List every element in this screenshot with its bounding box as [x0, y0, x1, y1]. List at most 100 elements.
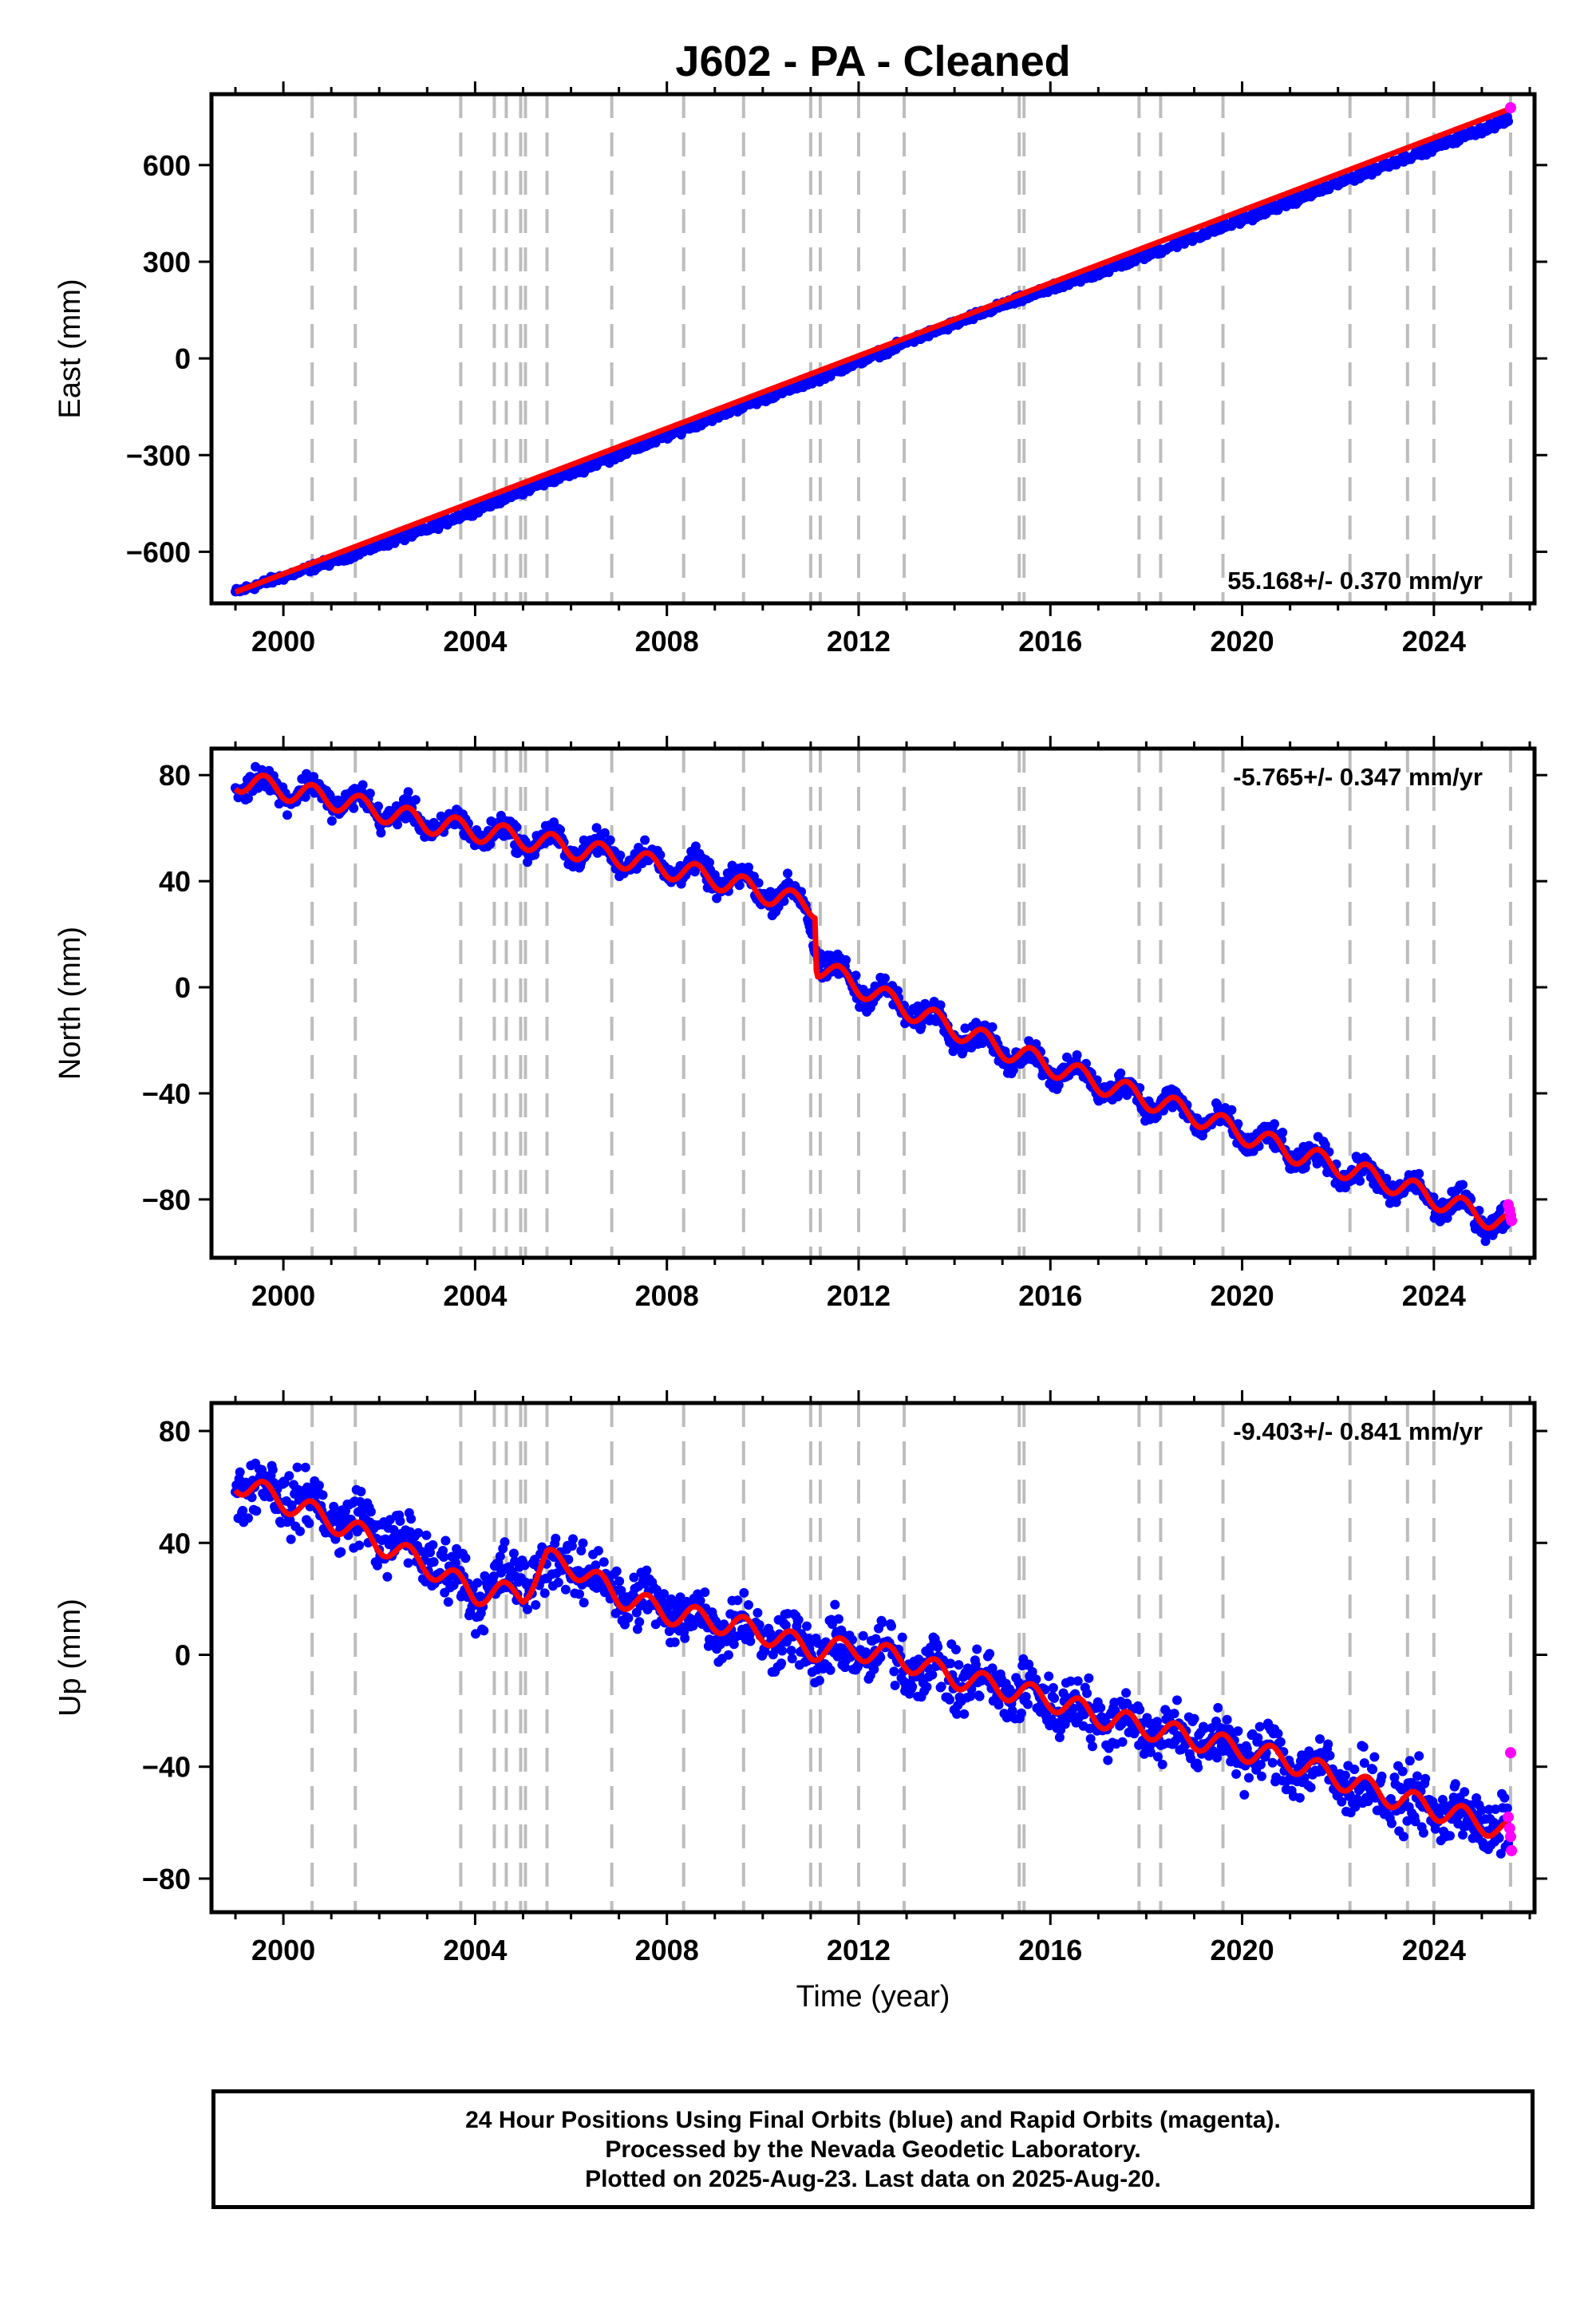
final-orbit-point — [318, 1490, 328, 1500]
final-orbit-point — [753, 878, 764, 888]
final-orbit-point — [567, 1541, 577, 1551]
x-tick-label: 2000 — [251, 1279, 315, 1312]
y-tick-label: 300 — [143, 246, 191, 279]
final-orbit-point — [488, 1571, 499, 1582]
final-orbit-point — [783, 868, 792, 879]
final-orbit-point — [739, 1587, 749, 1598]
x-tick-label: 2008 — [635, 1279, 699, 1312]
final-orbit-point — [877, 1618, 887, 1628]
final-orbit-point — [439, 1552, 449, 1562]
final-orbit-point — [1082, 1688, 1092, 1698]
final-orbit-point — [1315, 1734, 1325, 1744]
final-orbit-point — [519, 1560, 530, 1571]
final-orbit-point — [1404, 1756, 1415, 1766]
panel-north: 2000 2004 2008 2012 2016 2020 2024 −80 −40 0 40 80 N… — [53, 736, 1547, 1312]
y-axis-label-up: Up (mm) — [53, 1599, 87, 1717]
final-orbit-point — [655, 850, 666, 860]
final-orbit-point — [1103, 1755, 1113, 1765]
final-orbit-point — [1437, 1795, 1448, 1804]
final-orbit-point — [927, 1670, 938, 1680]
panel-data-area — [231, 101, 1516, 597]
final-orbit-point — [1294, 1792, 1305, 1803]
final-orbit-point — [814, 1675, 824, 1686]
final-orbit-point — [282, 810, 292, 820]
final-orbit-point — [1480, 1236, 1491, 1247]
final-orbit-point — [670, 1637, 680, 1647]
final-orbit-point — [1340, 1770, 1350, 1780]
final-orbit-point — [705, 857, 714, 868]
final-orbit-point — [329, 1501, 339, 1512]
final-orbit-point — [659, 1589, 669, 1599]
model-fit-line — [233, 1478, 1512, 1840]
final-orbit-point — [985, 1649, 995, 1659]
final-orbit-point — [987, 1022, 998, 1032]
final-orbit-point — [406, 1514, 417, 1524]
final-orbit-point — [734, 880, 745, 891]
y-tick-label: 0 — [175, 971, 191, 1004]
final-orbit-point — [712, 893, 722, 903]
final-orbit-point — [1207, 1723, 1217, 1733]
x-tick-label: 2016 — [1018, 625, 1082, 658]
y-tick-label: 0 — [175, 342, 191, 375]
final-orbit-point — [304, 1518, 314, 1528]
final-orbit-point — [1312, 1159, 1322, 1169]
final-orbit-point — [450, 1558, 460, 1568]
final-orbit-point — [1073, 1676, 1083, 1686]
final-orbit-point — [591, 823, 602, 833]
y-tick-label: 80 — [159, 1415, 191, 1448]
final-orbit-point — [1072, 1050, 1082, 1060]
final-orbit-point — [733, 1595, 743, 1606]
final-orbit-point — [1325, 1750, 1335, 1761]
equipment-change-lines — [310, 94, 1512, 603]
velocity-rate-label-up: -9.403+/- 0.841 mm/yr — [1233, 1417, 1483, 1445]
final-orbit-point — [1418, 1828, 1428, 1838]
final-orbit-point — [243, 793, 253, 804]
final-orbit-point — [1096, 1702, 1106, 1713]
final-orbit-point — [1387, 1818, 1396, 1828]
final-orbit-point — [373, 801, 383, 812]
final-orbit-point — [460, 1553, 471, 1563]
final-orbit-point — [553, 1577, 563, 1587]
final-orbit-point — [913, 1001, 923, 1011]
y-tick-label: −40 — [142, 1751, 191, 1784]
final-orbit-point — [1231, 1769, 1242, 1779]
final-orbit-point — [267, 1464, 278, 1475]
final-orbit-point — [495, 1551, 505, 1562]
final-orbit-point — [825, 1665, 836, 1675]
final-orbit-point — [754, 1620, 764, 1630]
x-axis-ticks: 2000 2004 2008 2012 2016 2020 2024 — [234, 81, 1531, 658]
final-orbit-point — [629, 1572, 639, 1583]
final-orbit-point — [365, 1507, 376, 1517]
y-axis-ticks: −80 −40 0 40 80 — [142, 1415, 1547, 1895]
panel-data-area — [231, 761, 1518, 1247]
final-orbit-point — [1227, 1105, 1237, 1115]
final-orbit-point — [395, 1516, 405, 1526]
figure-title: J602 - PA - Cleaned — [675, 38, 1070, 85]
y-tick-label: 40 — [159, 865, 191, 898]
final-orbit-point — [960, 1023, 970, 1034]
final-orbit-point — [279, 1478, 290, 1488]
final-orbit-point — [300, 1462, 310, 1472]
final-orbit-point — [393, 820, 402, 830]
rapid-orbit-point — [1504, 1831, 1516, 1843]
final-orbit-point — [1152, 1717, 1162, 1727]
final-orbit-point — [1306, 1782, 1316, 1792]
final-orbit-point — [1213, 1702, 1223, 1713]
final-orbit-point — [1402, 1816, 1412, 1826]
final-orbit-point — [1267, 1757, 1278, 1768]
y-axis-ticks: −80 −40 0 40 80 — [142, 759, 1547, 1216]
x-tick-label: 2000 — [251, 1934, 315, 1966]
final-orbit-point — [945, 1694, 954, 1705]
panel-up: 2000 2004 2008 2012 2016 2020 2024 −80 −40 0 40 80 U… — [53, 1390, 1547, 1966]
final-orbit-point — [972, 1644, 982, 1654]
final-orbit-point — [1199, 1723, 1210, 1733]
final-orbit-point — [440, 1535, 451, 1546]
final-orbit-point — [1088, 1741, 1097, 1752]
final-orbit-point — [974, 1691, 985, 1701]
final-orbit-point — [421, 1530, 432, 1540]
final-orbit-point — [776, 1658, 787, 1669]
final-orbit-point — [410, 795, 421, 805]
final-orbit-point — [356, 1487, 366, 1496]
x-tick-label: 2024 — [1402, 1934, 1466, 1966]
final-orbit-point — [413, 1528, 424, 1538]
